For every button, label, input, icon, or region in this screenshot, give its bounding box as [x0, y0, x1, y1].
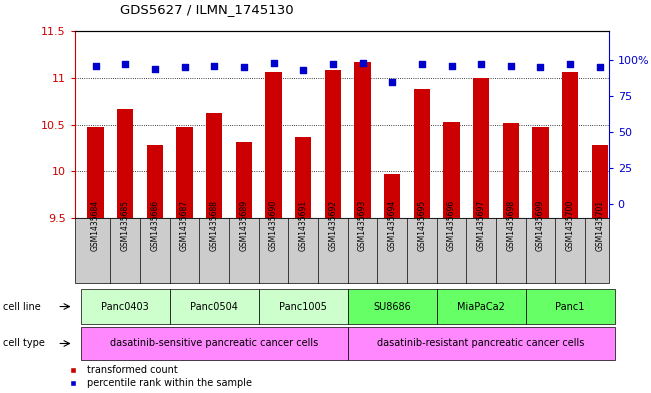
Text: Panc0403: Panc0403 [102, 301, 149, 312]
Text: Panc0504: Panc0504 [190, 301, 238, 312]
Bar [562, 72, 578, 218]
Point [90, 63, 101, 69]
Text: GSM1435695: GSM1435695 [417, 199, 426, 251]
Text: GSM1435697: GSM1435697 [477, 199, 486, 251]
Bar [533, 127, 549, 218]
Point [120, 61, 130, 68]
Text: GSM1435686: GSM1435686 [150, 199, 159, 251]
Point [447, 63, 457, 69]
Bar [117, 109, 133, 218]
Text: cell type: cell type [3, 338, 45, 349]
Text: GSM1435693: GSM1435693 [358, 199, 367, 251]
Bar [473, 78, 490, 218]
Bar [354, 62, 370, 218]
Text: GSM1435689: GSM1435689 [240, 199, 249, 251]
Text: GSM1435701: GSM1435701 [595, 199, 604, 251]
Point [476, 61, 486, 68]
Text: cell line: cell line [3, 301, 41, 312]
Point [239, 64, 249, 70]
Point [535, 64, 546, 70]
Text: Panc1005: Panc1005 [279, 301, 327, 312]
Text: Panc1: Panc1 [555, 301, 585, 312]
Text: GSM1435691: GSM1435691 [299, 199, 308, 251]
Text: GSM1435685: GSM1435685 [121, 199, 130, 251]
Text: dasatinib-sensitive pancreatic cancer cells: dasatinib-sensitive pancreatic cancer ce… [110, 338, 318, 349]
Bar [295, 137, 311, 218]
Bar [266, 72, 282, 218]
Bar [443, 122, 460, 218]
Legend: transformed count, percentile rank within the sample: transformed count, percentile rank withi… [63, 365, 252, 388]
Text: SU8686: SU8686 [373, 301, 411, 312]
Point [357, 60, 368, 66]
Bar [206, 113, 223, 218]
Bar [87, 127, 104, 218]
Point [387, 79, 397, 85]
Point [506, 63, 516, 69]
Point [327, 61, 338, 68]
Bar [236, 141, 252, 218]
Text: GSM1435688: GSM1435688 [210, 200, 219, 251]
Text: dasatinib-resistant pancreatic cancer cells: dasatinib-resistant pancreatic cancer ce… [378, 338, 585, 349]
Point [209, 63, 219, 69]
Bar [146, 145, 163, 218]
Text: GSM1435684: GSM1435684 [91, 199, 100, 251]
Text: GDS5627 / ILMN_1745130: GDS5627 / ILMN_1745130 [120, 3, 294, 16]
Text: GSM1435700: GSM1435700 [566, 199, 575, 251]
Text: GSM1435690: GSM1435690 [269, 199, 278, 251]
Bar [384, 174, 400, 218]
Text: GSM1435687: GSM1435687 [180, 199, 189, 251]
Point [594, 64, 605, 70]
Text: GSM1435696: GSM1435696 [447, 199, 456, 251]
Bar [413, 89, 430, 218]
Text: GSM1435694: GSM1435694 [388, 199, 396, 251]
Point [268, 60, 279, 66]
Text: MiaPaCa2: MiaPaCa2 [457, 301, 505, 312]
Text: GSM1435692: GSM1435692 [328, 199, 337, 251]
Point [150, 66, 160, 72]
Point [565, 61, 575, 68]
Bar [325, 70, 341, 218]
Point [180, 64, 190, 70]
Text: GSM1435698: GSM1435698 [506, 199, 516, 251]
Point [417, 61, 427, 68]
Point [298, 67, 309, 73]
Bar [592, 145, 608, 218]
Bar [503, 123, 519, 218]
Bar [176, 127, 193, 218]
Text: GSM1435699: GSM1435699 [536, 199, 545, 251]
